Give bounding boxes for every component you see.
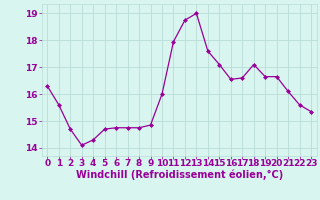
X-axis label: Windchill (Refroidissement éolien,°C): Windchill (Refroidissement éolien,°C) (76, 169, 283, 180)
